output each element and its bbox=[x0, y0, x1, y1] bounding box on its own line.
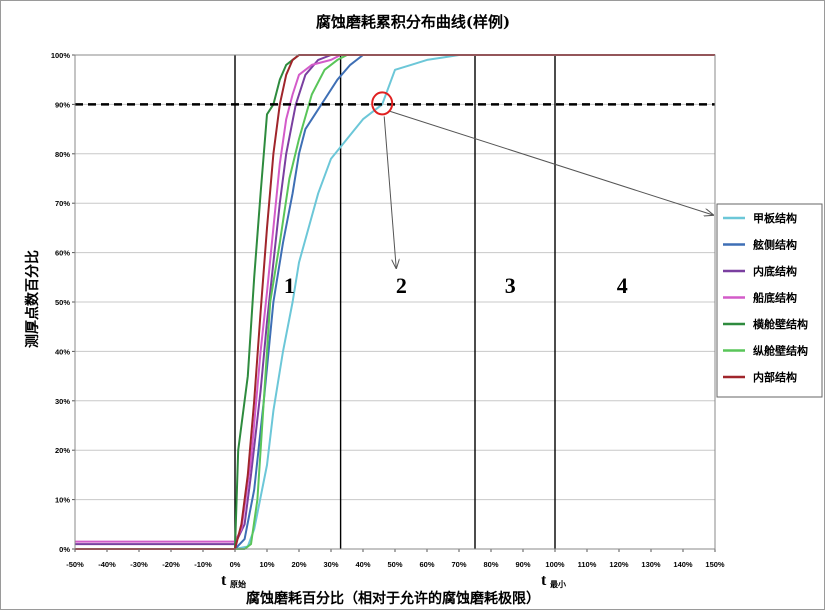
label-layer: 1 2 3 4t 原始 t 最小 bbox=[221, 273, 628, 589]
y-axis-title: 测厚点数百分比 bbox=[24, 250, 41, 348]
x-tick-label: 130% bbox=[641, 560, 661, 569]
x-tick-label: 60% bbox=[419, 560, 434, 569]
zone-label: 4 bbox=[617, 273, 628, 298]
x-tick-label: 120% bbox=[609, 560, 629, 569]
y-tick-label: 100% bbox=[51, 51, 71, 60]
x-tick-label: 20% bbox=[291, 560, 306, 569]
series-line bbox=[75, 54, 715, 550]
x-tick-label: 140% bbox=[673, 560, 693, 569]
zone-lines-layer bbox=[234, 55, 556, 549]
legend-label: 船底结构 bbox=[753, 291, 797, 305]
legend-box bbox=[716, 203, 823, 398]
y-tick-label: 20% bbox=[55, 446, 70, 455]
legend-label: 甲板结构 bbox=[753, 211, 797, 225]
arrow-to-legend bbox=[390, 110, 713, 215]
series-line bbox=[75, 54, 715, 543]
legend-label: 横舱壁结构 bbox=[753, 317, 808, 331]
x-tick-label: 0% bbox=[230, 560, 241, 569]
x-tick-label: 90% bbox=[515, 560, 530, 569]
series-line bbox=[75, 54, 715, 546]
t-mark-label: t bbox=[221, 572, 227, 589]
t-mark-subscript: 最小 bbox=[550, 579, 566, 589]
x-tick-label: 100% bbox=[545, 560, 565, 569]
zone-label: 3 bbox=[505, 273, 516, 298]
legend-label: 舷侧结构 bbox=[753, 238, 797, 252]
zone-label: 2 bbox=[396, 273, 407, 298]
t-mark-subscript: 原始 bbox=[230, 579, 246, 589]
x-tick-label: 80% bbox=[483, 560, 498, 569]
legend-label: 内部结构 bbox=[753, 370, 797, 384]
series-line bbox=[75, 54, 715, 550]
y-tick-label: 90% bbox=[55, 100, 70, 109]
y-tick-label: 80% bbox=[55, 150, 70, 159]
legend-label: 内底结构 bbox=[753, 264, 797, 278]
x-tick-label: -30% bbox=[130, 560, 148, 569]
y-tick-label: 40% bbox=[55, 347, 70, 356]
y-tick-label: 50% bbox=[55, 298, 70, 307]
series-layer bbox=[75, 54, 715, 550]
x-tick-label: 10% bbox=[259, 560, 274, 569]
x-tick-label: 50% bbox=[387, 560, 402, 569]
highlight-circle bbox=[371, 91, 394, 116]
y-tick-label: 30% bbox=[55, 397, 70, 406]
axis-layer: 0%10%20%30%40%50%60%70%80%90%100%-50% -40… bbox=[51, 51, 725, 569]
x-tick-label: 110% bbox=[578, 560, 597, 569]
reference-layer bbox=[75, 91, 715, 268]
t-mark-label: t bbox=[541, 572, 547, 589]
y-tick-label: 70% bbox=[55, 199, 70, 208]
series-line bbox=[75, 54, 715, 550]
y-tick-label: 10% bbox=[55, 496, 70, 505]
chart-title: 腐蚀磨耗累积分布曲线(样例) bbox=[316, 13, 510, 31]
x-axis-title: 腐蚀磨耗百分比（相对于允许的腐蚀磨耗极限） bbox=[246, 590, 540, 607]
x-tick-label: -40% bbox=[98, 560, 116, 569]
x-tick-label: -20% bbox=[162, 560, 180, 569]
series-line bbox=[75, 54, 715, 550]
y-tick-label: 60% bbox=[55, 249, 70, 258]
y-tick-label: 0% bbox=[59, 545, 70, 554]
x-tick-label: 70% bbox=[451, 560, 466, 569]
legend-label: 纵舱壁结构 bbox=[753, 344, 808, 358]
zone-label: 1 bbox=[284, 273, 295, 298]
plot-area-border bbox=[74, 54, 716, 550]
x-tick-label: -10% bbox=[194, 560, 212, 569]
x-tick-label: 150% bbox=[705, 560, 725, 569]
x-tick-label: -50% bbox=[66, 560, 84, 569]
arrow-down bbox=[383, 116, 396, 268]
x-tick-label: 40% bbox=[355, 560, 370, 569]
x-tick-label: 30% bbox=[323, 560, 338, 569]
